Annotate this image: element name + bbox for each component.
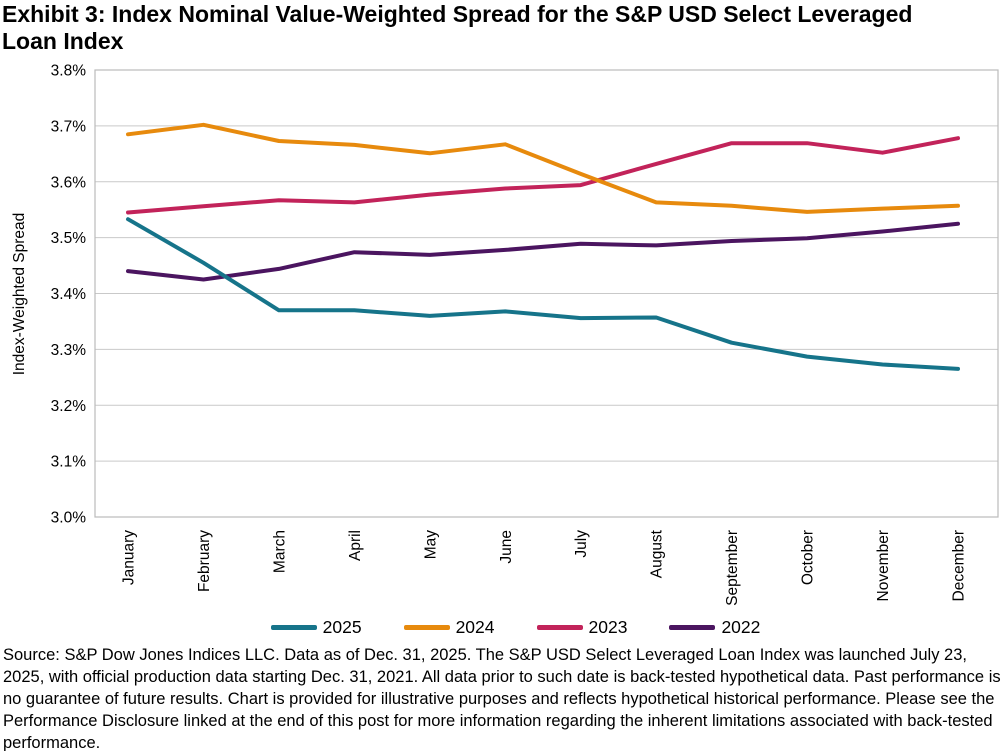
x-tick-label: February bbox=[196, 530, 213, 592]
legend-swatch-2022 bbox=[669, 624, 716, 630]
x-tick-label: August bbox=[649, 529, 666, 578]
x-tick-label: April bbox=[347, 530, 364, 561]
line-chart: 3.0% 3.1% 3.2% 3.3% 3.4% 3.5% 3.6% 3.7% 3.8% Inde… bbox=[0, 62, 1003, 614]
series-line-2024 bbox=[126, 122, 960, 214]
y-tick-label: 3.7% bbox=[51, 118, 87, 135]
y-tick-label: 3.0% bbox=[51, 510, 87, 527]
chart-legend: 2025 2024 2023 2022 bbox=[0, 613, 1003, 641]
plot-border bbox=[94, 69, 999, 518]
y-tick-label: 3.3% bbox=[51, 342, 87, 359]
x-tick-label: March bbox=[271, 530, 288, 573]
chart-canvas: 3.0% 3.1% 3.2% 3.3% 3.4% 3.5% 3.6% 3.7% 3.8% Inde… bbox=[11, 63, 999, 606]
x-tick-label: June bbox=[498, 530, 515, 564]
legend-item-2023: 2023 bbox=[536, 616, 628, 638]
y-tick-label: 3.1% bbox=[51, 454, 87, 471]
legend-swatch-2023 bbox=[536, 624, 583, 630]
legend-swatch-2024 bbox=[403, 624, 450, 630]
y-tick-label: 3.5% bbox=[51, 230, 87, 247]
legend-item-2025: 2025 bbox=[270, 616, 362, 638]
y-tick-label: 3.6% bbox=[51, 174, 87, 191]
x-tick-label: November bbox=[875, 530, 892, 602]
legend-label-2025: 2025 bbox=[322, 616, 362, 637]
x-tick-label: December bbox=[951, 530, 968, 602]
y-axis-title: Index-Weighted Spread bbox=[11, 213, 28, 376]
x-tick-label: September bbox=[724, 530, 741, 606]
legend-swatch-2025 bbox=[270, 624, 317, 630]
y-tick-label: 3.2% bbox=[51, 398, 87, 415]
series-line-2025 bbox=[126, 217, 960, 371]
chart-title: Exhibit 3: Index Nominal Value-Weighted … bbox=[2, 1, 913, 54]
legend-label-2022: 2022 bbox=[721, 616, 761, 637]
legend-item-2024: 2024 bbox=[403, 616, 495, 638]
y-tick-label: 3.4% bbox=[51, 286, 87, 303]
series-line-2022 bbox=[126, 221, 960, 282]
x-tick-label: January bbox=[121, 530, 138, 585]
source-disclosure-note: Source: S&P Dow Jones Indices LLC. Data … bbox=[3, 646, 1001, 751]
y-tick-label: 3.8% bbox=[51, 63, 87, 80]
x-tick-label: May bbox=[422, 530, 439, 560]
legend-label-2023: 2023 bbox=[588, 616, 628, 637]
legend-item-2022: 2022 bbox=[669, 617, 760, 638]
series-line-2023 bbox=[126, 136, 960, 215]
x-tick-label: October bbox=[800, 530, 817, 585]
legend-label-2024: 2024 bbox=[455, 616, 495, 637]
x-tick-label: July bbox=[573, 530, 590, 558]
